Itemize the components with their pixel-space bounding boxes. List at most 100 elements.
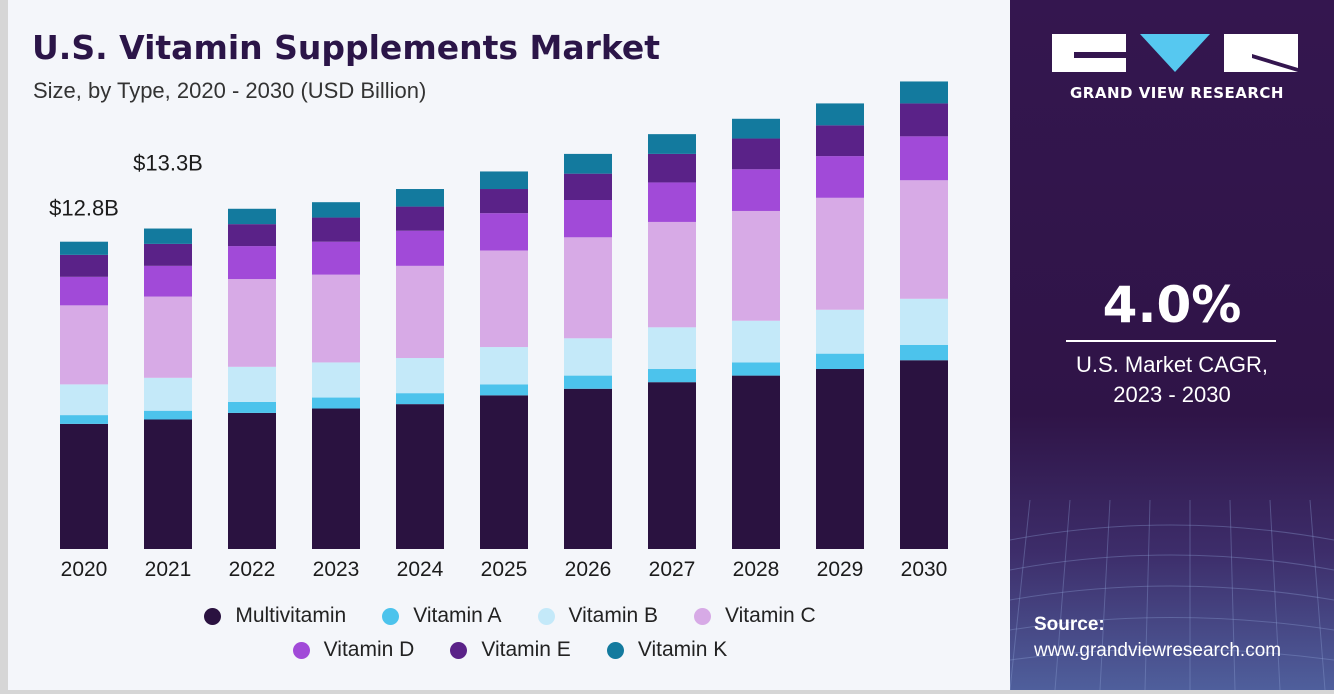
info-panel: GRAND VIEW RESEARCH 4.0% U.S. Market CAG… — [1010, 0, 1334, 690]
chart-title: U.S. Vitamin Supplements Market — [32, 28, 661, 67]
cagr-label-line1: U.S. Market CAGR, — [1076, 352, 1268, 377]
bar-2023-multivitamin — [312, 408, 360, 549]
bar-2025-vitamin-d — [480, 213, 528, 251]
bar-2024-multivitamin — [396, 404, 444, 549]
legend-label: Vitamin K — [637, 638, 728, 661]
x-tick-label: 2024 — [397, 558, 444, 581]
bar-2028-vitamin-b — [732, 320, 780, 363]
bar-2021-vitamin-d — [144, 265, 192, 297]
legend-swatch — [382, 607, 400, 625]
bar-2026-vitamin-d — [564, 199, 612, 238]
bar-2024-vitamin-a — [396, 393, 444, 405]
bar-2027-vitamin-d — [648, 182, 696, 222]
legend-item-vitamin-b: Vitamin B — [537, 604, 659, 628]
bar-2029-multivitamin — [816, 369, 864, 549]
bar-2028-vitamin-e — [732, 138, 780, 170]
legend-swatch — [606, 641, 624, 659]
bar-2029-vitamin-d — [816, 156, 864, 198]
bar-2024-vitamin-b — [396, 358, 444, 394]
stacked-bar-chart: 2020 $12.8B 2021 $13.3B 2022 2023 2024 2025 2026… — [49, 81, 948, 581]
cagr-label: U.S. Market CAGR, 2023 - 2030 — [1010, 350, 1334, 410]
legend-item-vitamin-k: Vitamin K — [606, 638, 728, 662]
bar-2023-vitamin-d — [312, 241, 360, 275]
bar-2028-vitamin-d — [732, 169, 780, 211]
bar-2030-vitamin-a — [900, 344, 948, 361]
legend-item-vitamin-d: Vitamin D — [292, 638, 414, 662]
bar-2021-vitamin-c — [144, 296, 192, 378]
cagr-label-line2: 2023 - 2030 — [1113, 382, 1231, 407]
bar-2029-vitamin-b — [816, 309, 864, 354]
bar-2028-vitamin-c — [732, 210, 780, 321]
legend-swatch — [204, 607, 222, 625]
bar-2020-vitamin-c — [60, 305, 108, 385]
legend-label: Vitamin E — [481, 638, 571, 661]
bar-2029-vitamin-k — [816, 103, 864, 126]
grid-decoration — [1010, 500, 1334, 690]
bar-2022-vitamin-c — [228, 279, 276, 367]
source-label: Source: — [1034, 614, 1105, 635]
bar-2027-vitamin-e — [648, 153, 696, 183]
bar-2023-vitamin-c — [312, 274, 360, 363]
bar-2022-vitamin-d — [228, 246, 276, 280]
bar-2026-vitamin-b — [564, 338, 612, 376]
bar-2026-vitamin-e — [564, 173, 612, 200]
bar-2023-vitamin-k — [312, 202, 360, 218]
bar-2022-vitamin-e — [228, 224, 276, 247]
bar-2024-vitamin-e — [396, 206, 444, 231]
bar-2020-vitamin-a — [60, 415, 108, 424]
bar-2026-multivitamin — [564, 388, 612, 549]
legend-item-multivitamin: Multivitamin — [204, 604, 346, 628]
bar-2025-vitamin-k — [480, 171, 528, 190]
x-tick-label: 2030 — [901, 558, 948, 581]
bar-2021-vitamin-k — [144, 228, 192, 244]
bar-2030-vitamin-d — [900, 136, 948, 181]
source-url[interactable]: www.grandviewresearch.com — [1034, 640, 1282, 661]
data-label-2021: $13.3B — [133, 151, 203, 176]
bar-2028-vitamin-a — [732, 362, 780, 376]
bar-2021-vitamin-e — [144, 243, 192, 266]
bar-2027-vitamin-b — [648, 327, 696, 370]
bar-2029-vitamin-e — [816, 125, 864, 157]
bar-2027-vitamin-c — [648, 221, 696, 328]
legend-swatch — [537, 607, 555, 625]
bar-2023-vitamin-e — [312, 217, 360, 242]
bar-2023-vitamin-a — [312, 397, 360, 409]
legend-swatch — [694, 607, 712, 625]
x-tick-label: 2026 — [565, 558, 612, 581]
chart-legend: Multivitamin Vitamin A Vitamin B Vitamin C V… — [150, 604, 870, 672]
bar-2028-vitamin-k — [732, 118, 780, 139]
bar-2024-vitamin-c — [396, 265, 444, 359]
x-tick-label: 2023 — [313, 558, 360, 581]
grand-view-research-logo — [1052, 34, 1298, 72]
bar-2021-vitamin-a — [144, 410, 192, 420]
legend-item-vitamin-e: Vitamin E — [450, 638, 571, 662]
legend-label: Vitamin C — [725, 604, 816, 627]
bar-2025-vitamin-b — [480, 347, 528, 385]
bar-2022-multivitamin — [228, 412, 276, 549]
cagr-value: 4.0% — [1102, 276, 1242, 334]
bar-2027-vitamin-a — [648, 369, 696, 383]
bar-2028-multivitamin — [732, 375, 780, 549]
bar-2025-vitamin-e — [480, 189, 528, 214]
x-tick-label: 2021 — [145, 558, 192, 581]
bar-2020-vitamin-b — [60, 384, 108, 416]
legend-swatch — [292, 641, 310, 659]
bar-2030-vitamin-c — [900, 180, 948, 299]
x-tick-label: 2020 — [61, 558, 108, 581]
bar-2029-vitamin-a — [816, 353, 864, 370]
chart-subtitle: Size, by Type, 2020 - 2030 (USD Billion) — [33, 78, 427, 103]
brand-name: GRAND VIEW RESEARCH — [1070, 84, 1284, 102]
bar-2020-vitamin-k — [60, 241, 108, 255]
legend-item-vitamin-a: Vitamin A — [382, 604, 502, 628]
bar-2024-vitamin-k — [396, 189, 444, 207]
bar-2024-vitamin-d — [396, 230, 444, 266]
x-tick-label: 2029 — [817, 558, 864, 581]
bar-2022-vitamin-k — [228, 208, 276, 225]
x-tick-label: 2022 — [229, 558, 276, 581]
legend-label: Multivitamin — [235, 604, 347, 627]
legend-label: Vitamin A — [413, 604, 502, 627]
bar-2021-vitamin-b — [144, 377, 192, 411]
legend-label: Vitamin B — [568, 604, 659, 627]
bar-2022-vitamin-a — [228, 401, 276, 413]
bar-2020-vitamin-e — [60, 254, 108, 277]
